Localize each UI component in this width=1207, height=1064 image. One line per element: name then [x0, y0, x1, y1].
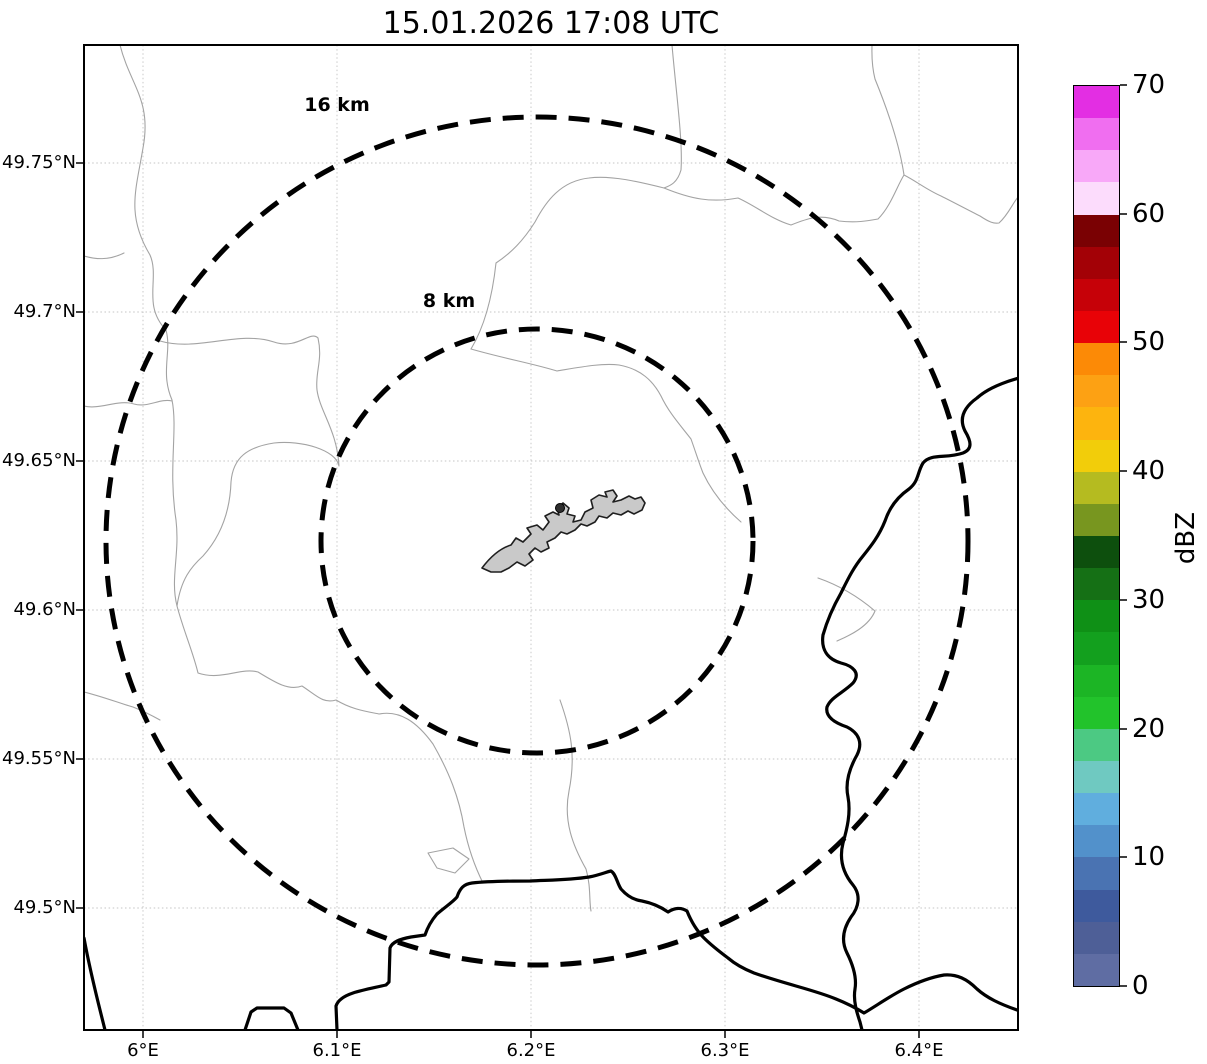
colorbar-tick-label: 0 — [1132, 971, 1149, 1001]
range-rings — [103, 114, 971, 968]
colorbar-tick-label: 50 — [1132, 327, 1166, 357]
lat-tick-label: 49.65°N — [2, 450, 76, 471]
colorbar-segment — [1074, 953, 1119, 986]
colorbar-segment — [1074, 471, 1119, 504]
lon-tick-label: 6.3°E — [700, 1040, 750, 1061]
colorbar-segment — [1074, 86, 1119, 119]
colorbar-segment — [1074, 503, 1119, 536]
colorbar-segment — [1074, 375, 1119, 408]
colorbar-segment — [1074, 278, 1119, 311]
lat-tick-label: 49.6°N — [13, 599, 76, 620]
radar-site-marker — [555, 503, 565, 513]
range-ring-8km — [318, 326, 756, 756]
colorbar-segment — [1074, 439, 1119, 472]
colorbar-segment — [1074, 696, 1119, 729]
lon-tick-label: 6.2°E — [506, 1040, 556, 1061]
lat-tick-label: 49.75°N — [2, 152, 76, 173]
range-ring-label-16km: 16 km — [304, 94, 370, 116]
lon-tick-label: 6.4°E — [894, 1040, 944, 1061]
colorbar-swatches — [1073, 85, 1120, 987]
colorbar-segment — [1074, 793, 1119, 826]
colorbar-segment — [1074, 214, 1119, 247]
colorbar-tick-label: 40 — [1132, 456, 1166, 486]
colorbar-segment — [1074, 728, 1119, 761]
colorbar-tick-label: 70 — [1132, 70, 1166, 100]
colorbar-tick-label: 60 — [1132, 199, 1166, 229]
colorbar-axis-label: dBZ — [1171, 511, 1201, 565]
colorbar-tick-label: 30 — [1132, 585, 1166, 615]
colorbar-segment — [1074, 760, 1119, 794]
colorbar-segment — [1074, 825, 1119, 858]
colorbar-segment — [1074, 632, 1119, 665]
plot-frame — [83, 44, 1019, 1031]
colorbar-segment — [1074, 889, 1119, 922]
colorbar-segment — [1074, 150, 1119, 183]
lat-tick-label: 49.7°N — [13, 301, 76, 322]
commune-boundaries — [84, 45, 1018, 912]
axis-tick-marks — [76, 162, 920, 1038]
colorbar-segment — [1074, 535, 1119, 569]
colorbar-tick-label: 10 — [1132, 842, 1166, 872]
radar-site-polygon — [481, 489, 646, 573]
lon-tick-label: 6.1°E — [312, 1040, 362, 1061]
colorbar-segment — [1074, 664, 1119, 697]
lat-tick-label: 49.5°N — [13, 897, 76, 918]
colorbar-segment — [1074, 310, 1119, 344]
range-ring-16km — [103, 114, 971, 968]
colorbar-segment — [1074, 600, 1119, 633]
colorbar-tick-label: 20 — [1132, 714, 1166, 744]
colorbar-segment — [1074, 407, 1119, 440]
colorbar-segment — [1074, 182, 1119, 215]
country-borders — [84, 376, 1018, 1030]
colorbar-segment — [1074, 343, 1119, 376]
figure-title: 15.01.2026 17:08 UTC — [382, 6, 720, 41]
colorbar-segment — [1074, 921, 1119, 954]
range-ring-label-8km: 8 km — [422, 290, 476, 312]
lat-tick-label: 49.55°N — [2, 748, 76, 769]
colorbar-segment — [1074, 118, 1119, 151]
colorbar-segment — [1074, 568, 1119, 601]
colorbar-tick-marks — [1120, 84, 1127, 987]
colorbar-segment — [1074, 246, 1119, 279]
colorbar-segment — [1074, 857, 1119, 890]
lon-tick-label: 6°E — [127, 1040, 159, 1061]
